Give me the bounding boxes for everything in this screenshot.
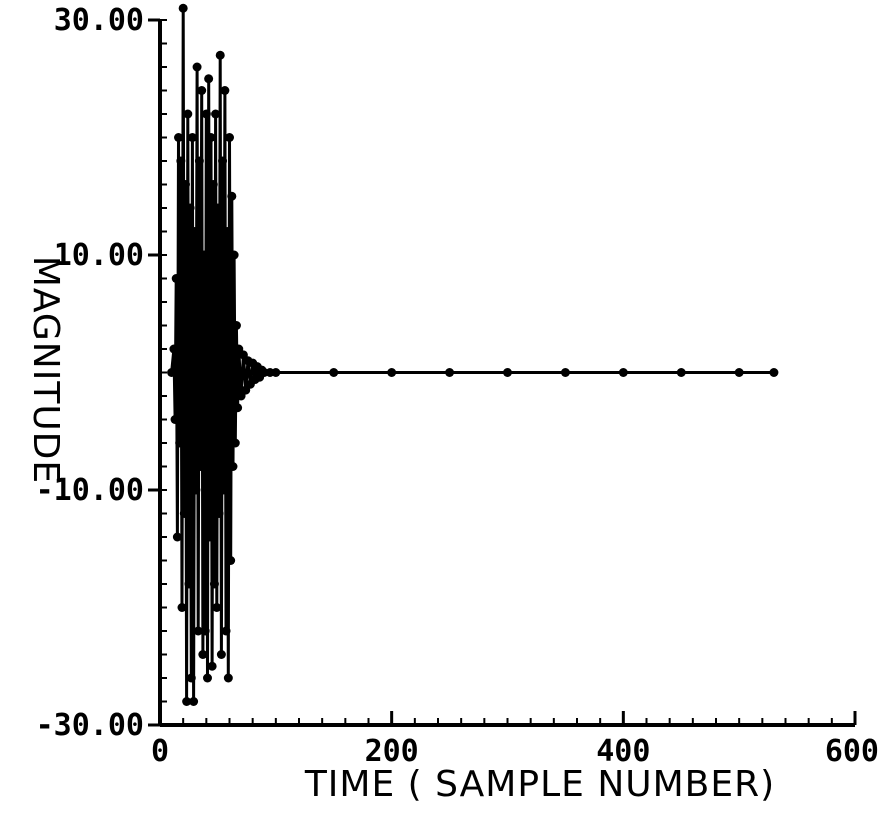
y-axis-title: MAGNITUDE <box>25 256 66 484</box>
data-point <box>193 626 203 636</box>
data-point <box>233 403 243 413</box>
data-point <box>271 368 281 377</box>
y-tick-label: 10.00 <box>54 238 144 273</box>
data-point <box>209 579 219 589</box>
data-point <box>218 156 228 166</box>
data-point <box>183 109 193 119</box>
data-point <box>185 203 195 213</box>
data-point <box>734 368 744 377</box>
data-point <box>230 438 240 448</box>
data-point <box>194 156 204 166</box>
data-point <box>167 368 177 377</box>
data-point <box>227 191 237 201</box>
data-point <box>387 368 397 377</box>
y-tick-label: 30.00 <box>54 3 144 38</box>
data-point <box>225 133 234 142</box>
data-point <box>205 532 215 542</box>
series <box>167 3 779 706</box>
y-tick-label: -10.00 <box>36 473 144 508</box>
minor-ticks <box>159 19 856 726</box>
data-point <box>192 62 202 72</box>
data-point <box>187 133 197 142</box>
data-point <box>202 673 212 683</box>
data-point <box>197 86 207 95</box>
y-tick-label: -30.00 <box>36 708 144 743</box>
data-point <box>171 274 181 283</box>
data-point <box>200 626 210 636</box>
data-point <box>204 74 214 84</box>
data-point <box>179 509 189 518</box>
data-point <box>190 227 200 236</box>
data-point <box>560 368 570 377</box>
data-point <box>229 250 239 260</box>
data-point <box>201 109 211 119</box>
y-ticks: 30.00 10.00 -10.00 -30.00 <box>36 3 160 743</box>
data-point <box>618 368 628 377</box>
data-point <box>215 50 225 60</box>
data-point <box>231 321 241 330</box>
data-point <box>212 603 222 612</box>
data-point <box>196 462 206 471</box>
data-point <box>220 86 230 95</box>
data-point <box>198 650 208 659</box>
data-point <box>176 156 186 166</box>
data-point <box>214 509 224 518</box>
data-point <box>180 180 190 189</box>
x-tick-label: 200 <box>365 734 419 769</box>
series-line <box>170 6 774 703</box>
data-point <box>178 3 188 13</box>
x-ticks: 0 200 400 600 <box>151 711 879 769</box>
data-point <box>445 368 455 377</box>
data-point <box>170 415 180 424</box>
data-point <box>186 673 196 683</box>
data-point <box>199 250 209 260</box>
data-point <box>184 579 194 589</box>
data-point <box>219 485 229 495</box>
data-point <box>177 603 187 612</box>
data-point <box>769 368 779 377</box>
x-axis-title: TIME ( SAMPLE NUMBER) <box>304 764 775 805</box>
data-point <box>174 133 184 142</box>
x-tick-label: 400 <box>596 734 650 769</box>
data-point <box>182 697 192 706</box>
x-tick-label: 0 <box>151 734 169 769</box>
data-point <box>191 485 201 495</box>
data-point <box>175 438 185 448</box>
data-point <box>189 697 199 706</box>
data-point <box>329 368 339 377</box>
data-point <box>172 532 182 542</box>
data-point <box>211 109 221 119</box>
data-point <box>206 133 216 142</box>
data-point <box>221 626 231 636</box>
data-point <box>676 368 686 377</box>
data-point <box>223 673 233 683</box>
data-point <box>222 227 232 236</box>
data-point <box>226 556 236 565</box>
data-point <box>213 203 223 213</box>
data-point <box>503 368 512 377</box>
data-point <box>207 661 217 671</box>
data-point <box>208 180 218 189</box>
data-point <box>228 462 238 471</box>
data-point <box>216 650 226 659</box>
x-tick-label: 600 <box>825 734 879 769</box>
data-point <box>169 344 179 354</box>
